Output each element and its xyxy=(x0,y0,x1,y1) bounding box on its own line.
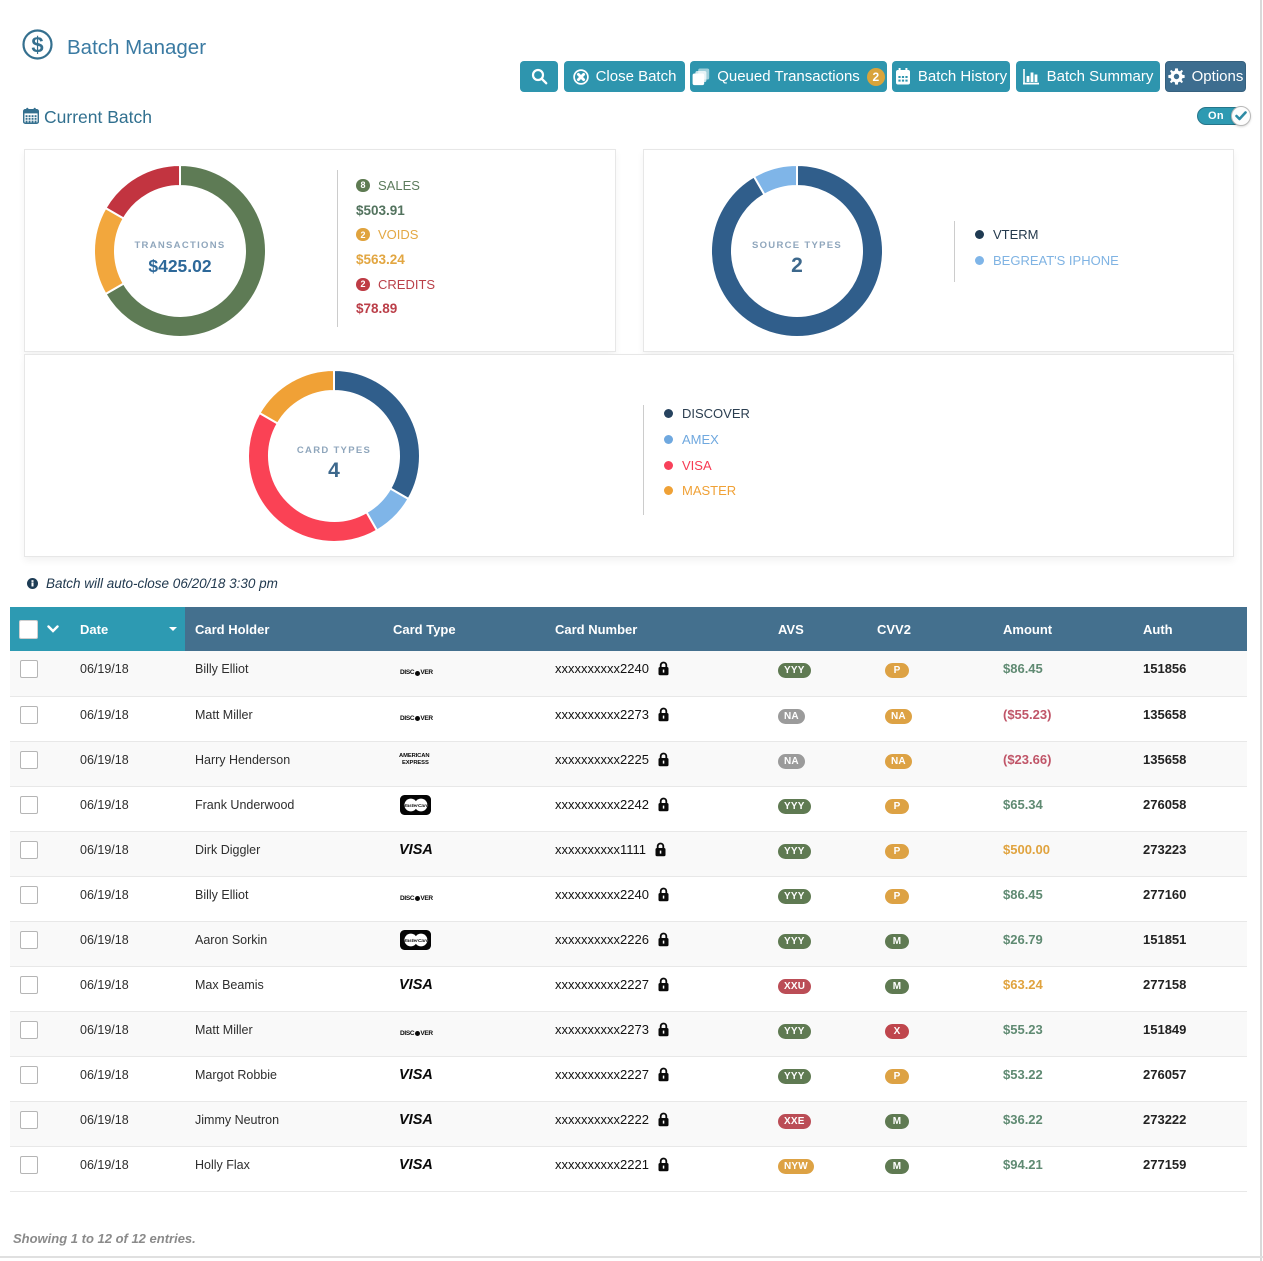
svg-text:MasterCard: MasterCard xyxy=(402,937,429,943)
svg-text:MasterCard: MasterCard xyxy=(402,802,429,808)
svg-text:$: $ xyxy=(31,33,43,58)
